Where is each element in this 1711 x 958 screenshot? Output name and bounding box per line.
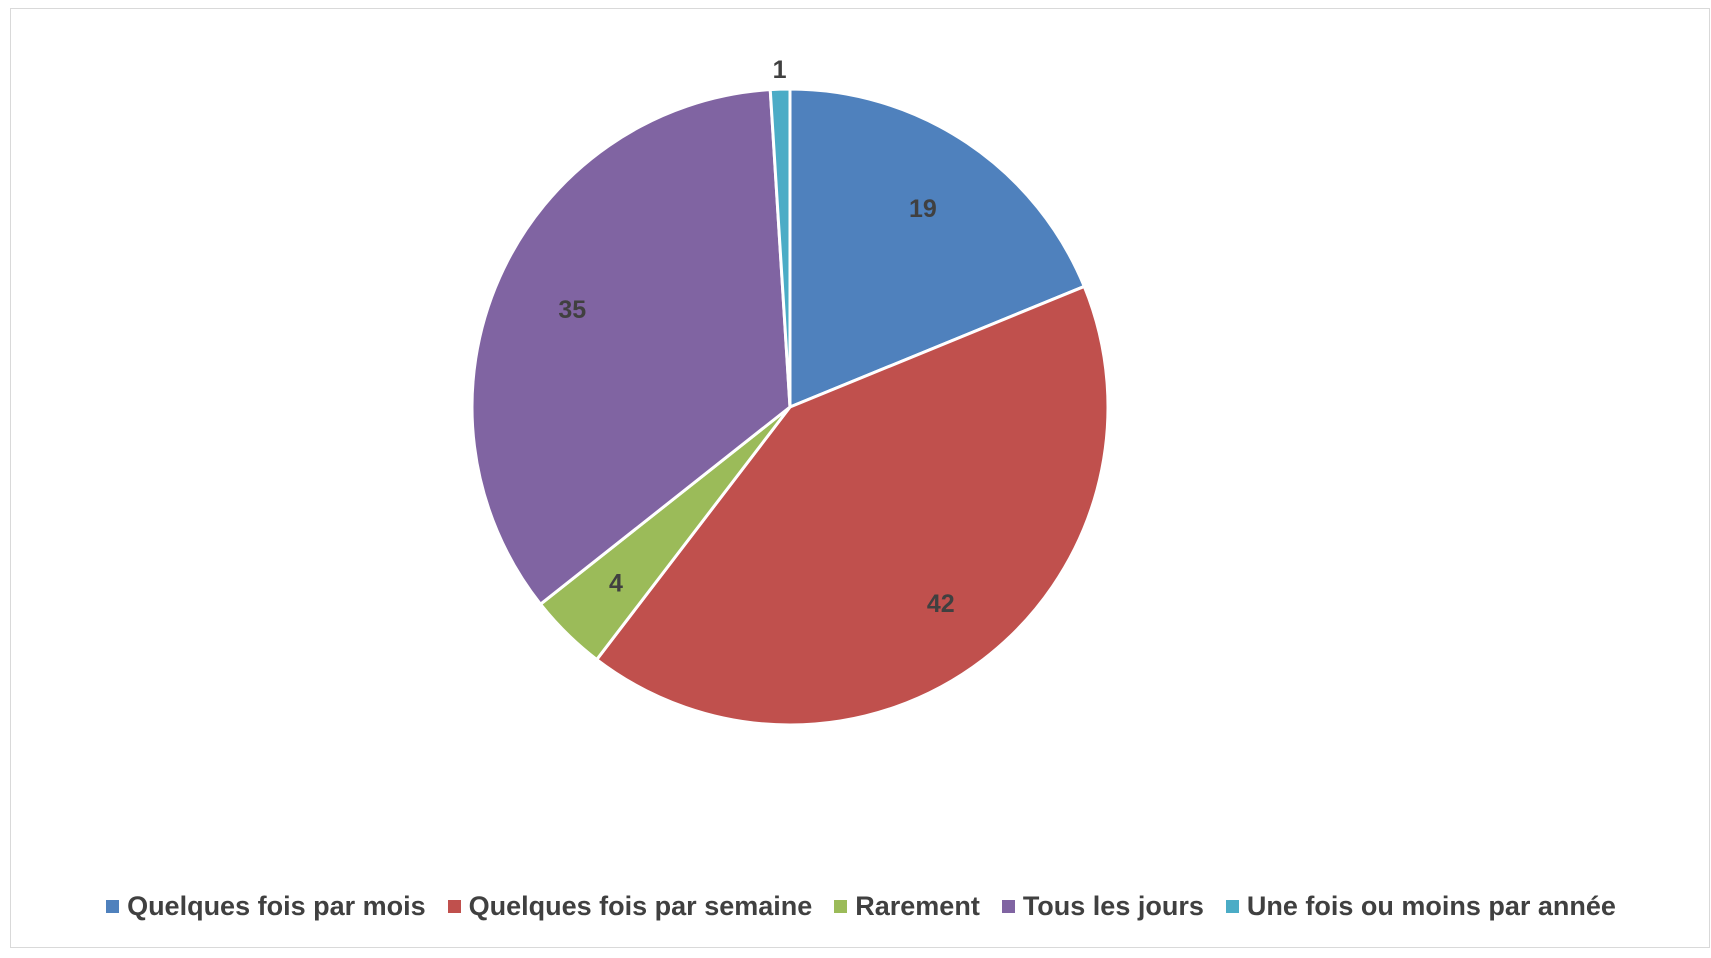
chart-area: 19 42 4 35 1 Quelques fois par mois Quelques… — [10, 8, 1710, 948]
pie-chart: 19 42 4 35 1 — [470, 56, 1110, 727]
legend-swatch — [447, 900, 461, 913]
data-label-0: 19 — [909, 195, 937, 223]
legend-label: Une fois ou moins par année — [1246, 891, 1616, 921]
legend-item-quelques-fois-par-semaine: Quelques fois par semaine — [447, 891, 813, 922]
legend-label: Quelques fois par semaine — [468, 891, 813, 921]
data-label-4: 1 — [773, 56, 787, 84]
legend-label: Rarement — [855, 891, 980, 921]
legend-item-tous-les-jours: Tous les jours — [1001, 891, 1204, 922]
legend-swatch — [834, 900, 848, 913]
pie-slice-3 — [470, 88, 792, 606]
pie-slice-4 — [768, 87, 792, 409]
pie-data-labels: 19 42 4 35 1 — [558, 56, 954, 618]
legend-item-rarement: Rarement — [834, 891, 980, 922]
pie-slice-1 — [595, 284, 1110, 727]
legend-swatch — [1001, 900, 1015, 913]
legend-label: Tous les jours — [1022, 891, 1204, 921]
chart-legend: Quelques fois par mois Quelques fois par… — [11, 891, 1711, 922]
pie-slices — [470, 87, 1110, 727]
pie-slice-0 — [788, 87, 1086, 409]
legend-item-une-fois-ou-moins-par-annee: Une fois ou moins par année — [1225, 891, 1616, 922]
data-label-1: 42 — [927, 590, 955, 618]
legend-swatch — [1225, 900, 1239, 913]
data-label-3: 35 — [558, 296, 586, 324]
data-label-2: 4 — [609, 570, 623, 598]
legend-label: Quelques fois par mois — [127, 891, 426, 921]
legend-item-quelques-fois-par-mois: Quelques fois par mois — [106, 891, 426, 922]
legend-swatch — [106, 900, 120, 913]
